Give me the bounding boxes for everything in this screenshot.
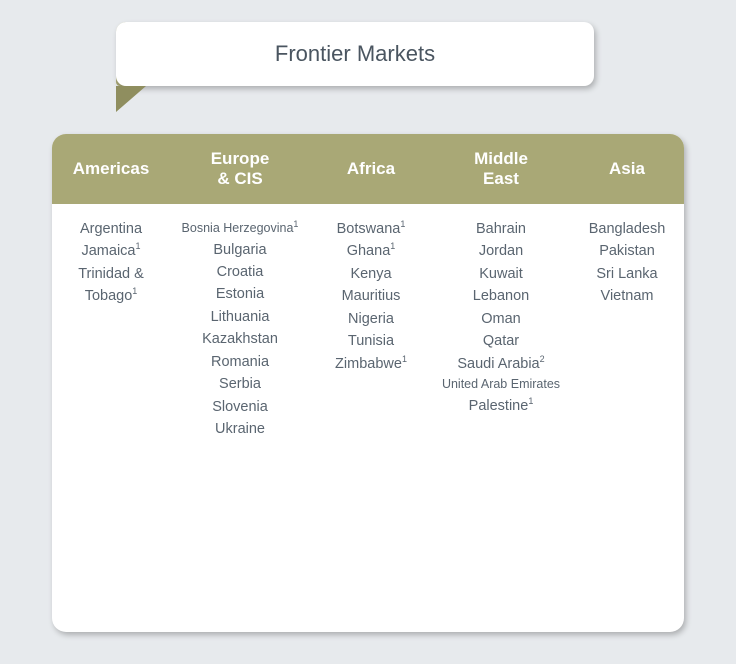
list-item: United Arab Emirates [432,375,570,394]
list-item: Saudi Arabia2 [432,353,570,375]
list-item: Nigeria [310,308,432,330]
list-item: Jordan [432,240,570,262]
column-body: BahrainJordanKuwaitLebanonOmanQatarSaudi… [432,218,570,441]
list-item: Mauritius [310,285,432,307]
list-item: Serbia [170,373,310,395]
title-pointer-icon [116,86,146,112]
list-item: Ukraine [170,418,310,440]
column-header: Africa [310,159,432,179]
list-item: Jamaica1 [52,240,170,262]
list-item: Tunisia [310,330,432,352]
list-item: Estonia [170,283,310,305]
list-item: Oman [432,308,570,330]
list-item: Bulgaria [170,239,310,261]
list-item: Trinidad & [52,263,170,285]
list-item: Pakistan [570,240,684,262]
list-item: Vietnam [570,285,684,307]
list-item: Palestine1 [432,395,570,417]
list-item: Argentina [52,218,170,240]
column-header: Americas [52,159,170,179]
column-body: Bosnia Herzegovina1BulgariaCroatiaEstoni… [170,218,310,441]
page-title: Frontier Markets [275,41,435,67]
column-header: Asia [570,159,684,179]
column-body: BangladeshPakistanSri LankaVietnam [570,218,684,441]
list-item: Lithuania [170,306,310,328]
list-item: Tobago1 [52,285,170,307]
list-item: Kenya [310,263,432,285]
list-item: Ghana1 [310,240,432,262]
list-item: Bahrain [432,218,570,240]
list-item: Qatar [432,330,570,352]
list-item: Zimbabwe1 [310,353,432,375]
table-header-row: AmericasEurope& CISAfricaMiddleEastAsia [52,134,684,204]
column-header: MiddleEast [432,149,570,188]
list-item: Kazakhstan [170,328,310,350]
title-card: Frontier Markets [116,22,594,86]
list-item: Kuwait [432,263,570,285]
list-item: Sri Lanka [570,263,684,285]
list-item: Slovenia [170,396,310,418]
list-item: Botswana1 [310,218,432,240]
column-body: Botswana1Ghana1KenyaMauritiusNigeriaTuni… [310,218,432,441]
list-item: Bangladesh [570,218,684,240]
table-body: ArgentinaJamaica1Trinidad &Tobago1Bosnia… [52,204,684,441]
list-item: Romania [170,351,310,373]
column-header: Europe& CIS [170,149,310,188]
list-item: Croatia [170,261,310,283]
markets-table: AmericasEurope& CISAfricaMiddleEastAsia … [52,134,684,632]
column-body: ArgentinaJamaica1Trinidad &Tobago1 [52,218,170,441]
list-item: Lebanon [432,285,570,307]
list-item: Bosnia Herzegovina1 [170,218,310,239]
